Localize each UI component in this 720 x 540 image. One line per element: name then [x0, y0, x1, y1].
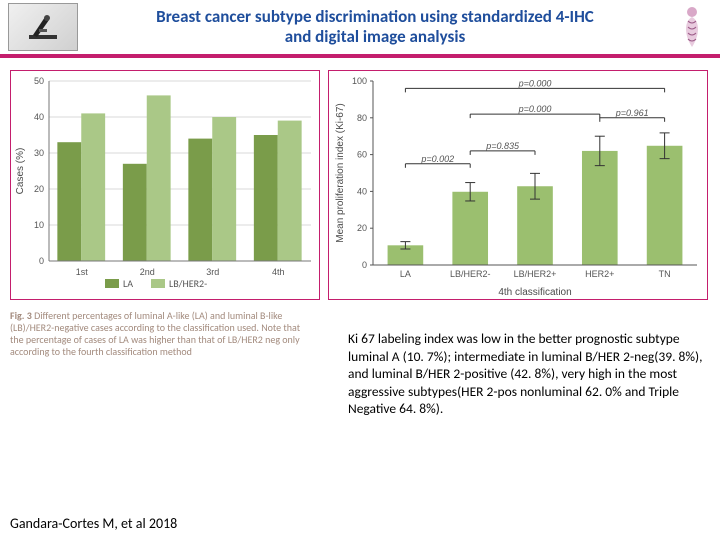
svg-text:p=0.835: p=0.835: [485, 141, 520, 151]
header: Breast cancer subtype discrimination usi…: [0, 0, 720, 58]
svg-text:TN: TN: [659, 269, 671, 279]
svg-text:HER2+: HER2+: [585, 269, 614, 279]
svg-text:Cases (%): Cases (%): [15, 148, 26, 195]
svg-text:60: 60: [357, 150, 367, 160]
svg-text:0: 0: [362, 260, 367, 270]
svg-text:1st: 1st: [76, 267, 89, 277]
svg-text:4th: 4th: [272, 267, 285, 277]
footer-row: Gandara-Cortes M, et al 2018: [0, 515, 720, 532]
svg-text:100: 100: [352, 76, 367, 86]
svg-text:80: 80: [357, 113, 367, 123]
svg-text:LB/HER2-: LB/HER2-: [450, 269, 491, 279]
svg-text:10: 10: [34, 220, 44, 230]
page-title: Breast cancer subtype discrimination usi…: [78, 7, 672, 48]
fig-caption-text: Different percentages of luminal A-like …: [10, 309, 300, 358]
svg-text:4th classification: 4th classification: [498, 287, 571, 298]
title-line1: Breast cancer subtype discrimination usi…: [156, 6, 594, 27]
grouped-bar-chart: 0 10 20 30 40 50 1st 2nd 3rd 4th Cases (%) LA LB/HER…: [11, 71, 319, 299]
svg-text:3rd: 3rd: [206, 267, 219, 277]
dna-person-icon: [672, 3, 712, 51]
errorbar-chart: 0 20 40 60 80 100 LA LB/HER2- LB/HER2+ HER2+ TN p=0…: [329, 71, 707, 299]
svg-text:Mean proliferation index (Ki-6: Mean proliferation index (Ki-67): [335, 103, 346, 243]
svg-text:p=0.002: p=0.002: [420, 154, 454, 164]
svg-text:2nd: 2nd: [140, 267, 155, 277]
charts-row: 0 10 20 30 40 50 1st 2nd 3rd 4th Cases (%) LA LB/HER…: [0, 58, 720, 306]
svg-text:LB/HER2+: LB/HER2+: [514, 269, 557, 279]
figure-caption: Fig. 3 Different percentages of luminal …: [0, 306, 320, 358]
chart-right-box: 0 20 40 60 80 100 LA LB/HER2- LB/HER2+ HER2+ TN p=0…: [328, 70, 708, 300]
svg-text:LA: LA: [123, 277, 133, 290]
citation: Gandara-Cortes M, et al 2018: [10, 515, 330, 532]
svg-text:40: 40: [34, 112, 44, 122]
summary-text: Ki 67 labeling index was low in the bett…: [348, 330, 708, 418]
svg-text:40: 40: [357, 186, 367, 196]
svg-text:LB/HER2-: LB/HER2-: [169, 277, 207, 290]
chart-left-box: 0 10 20 30 40 50 1st 2nd 3rd 4th Cases (%) LA LB/HER…: [10, 70, 320, 300]
svg-text:p=0.961: p=0.961: [615, 108, 649, 118]
svg-text:20: 20: [357, 223, 367, 233]
svg-text:p=0.000: p=0.000: [518, 104, 552, 114]
microscope-icon: [8, 3, 78, 51]
svg-text:p=0.000: p=0.000: [518, 78, 552, 88]
svg-text:20: 20: [34, 184, 44, 194]
svg-text:30: 30: [34, 148, 44, 158]
svg-text:50: 50: [34, 76, 44, 86]
svg-text:LA: LA: [400, 269, 411, 279]
svg-text:0: 0: [39, 256, 44, 266]
summary-body: Ki 67 labeling index was low in the bett…: [348, 330, 702, 417]
title-line2: and digital image analysis: [285, 26, 466, 47]
